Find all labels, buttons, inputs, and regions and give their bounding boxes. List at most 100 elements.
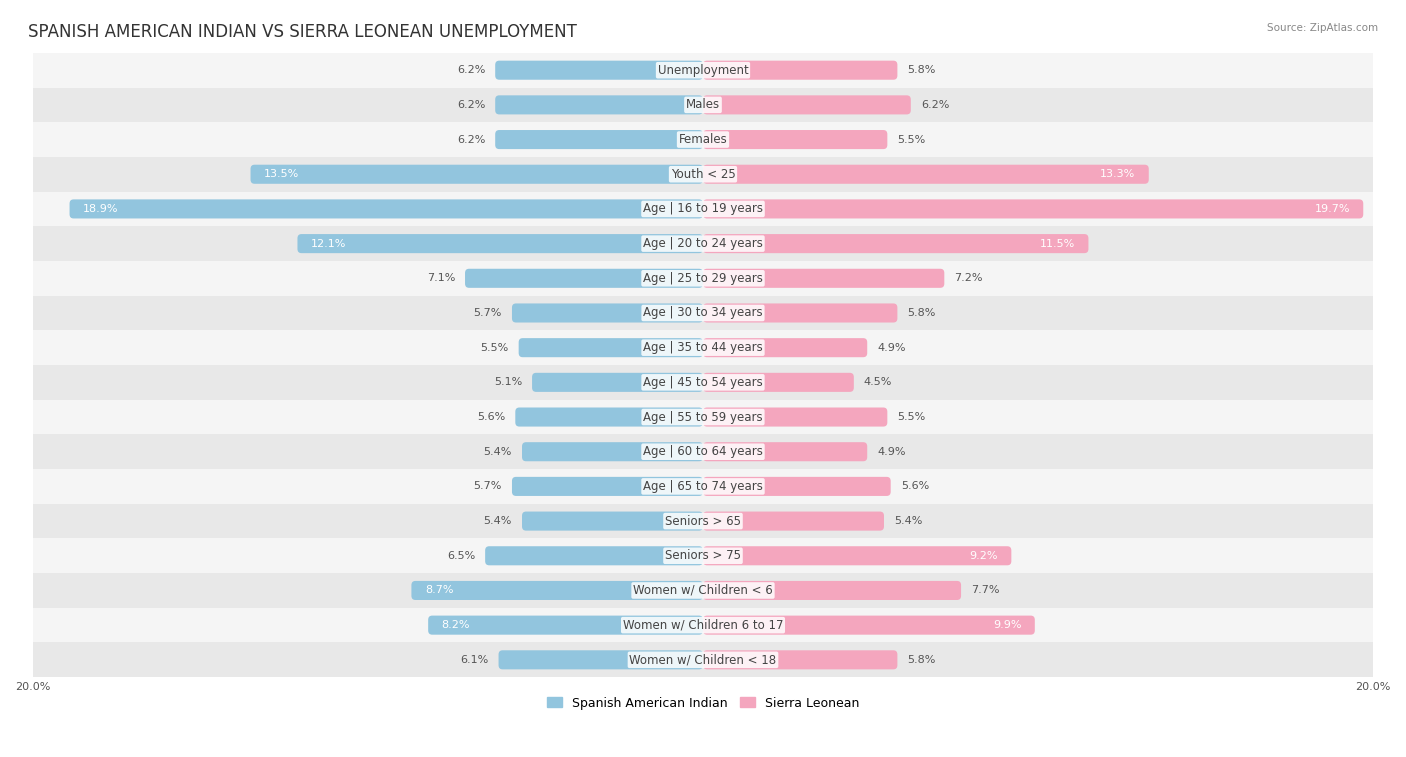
Text: 5.8%: 5.8% xyxy=(907,65,936,75)
Text: 5.7%: 5.7% xyxy=(474,308,502,318)
FancyBboxPatch shape xyxy=(298,234,703,253)
FancyBboxPatch shape xyxy=(250,165,703,184)
FancyBboxPatch shape xyxy=(703,650,897,669)
Bar xyxy=(32,88,1374,122)
Text: 8.7%: 8.7% xyxy=(425,585,453,596)
Bar xyxy=(32,643,1374,678)
FancyBboxPatch shape xyxy=(495,61,703,79)
FancyBboxPatch shape xyxy=(522,442,703,461)
FancyBboxPatch shape xyxy=(703,269,945,288)
Text: Women w/ Children 6 to 17: Women w/ Children 6 to 17 xyxy=(623,618,783,631)
FancyBboxPatch shape xyxy=(465,269,703,288)
Text: 4.5%: 4.5% xyxy=(863,377,893,388)
Text: 6.2%: 6.2% xyxy=(457,100,485,110)
FancyBboxPatch shape xyxy=(703,234,1088,253)
Text: 7.7%: 7.7% xyxy=(972,585,1000,596)
FancyBboxPatch shape xyxy=(703,199,1364,219)
Text: Unemployment: Unemployment xyxy=(658,64,748,76)
Text: Age | 60 to 64 years: Age | 60 to 64 years xyxy=(643,445,763,458)
Text: 6.2%: 6.2% xyxy=(921,100,949,110)
Text: 20.0%: 20.0% xyxy=(15,682,51,693)
Text: 4.9%: 4.9% xyxy=(877,447,905,456)
Bar xyxy=(32,296,1374,330)
FancyBboxPatch shape xyxy=(531,372,703,392)
Text: Source: ZipAtlas.com: Source: ZipAtlas.com xyxy=(1267,23,1378,33)
FancyBboxPatch shape xyxy=(703,477,890,496)
Text: Age | 55 to 59 years: Age | 55 to 59 years xyxy=(643,410,763,423)
Text: Age | 45 to 54 years: Age | 45 to 54 years xyxy=(643,376,763,389)
FancyBboxPatch shape xyxy=(703,61,897,79)
FancyBboxPatch shape xyxy=(412,581,703,600)
FancyBboxPatch shape xyxy=(703,512,884,531)
FancyBboxPatch shape xyxy=(69,199,703,219)
Bar xyxy=(32,538,1374,573)
FancyBboxPatch shape xyxy=(429,615,703,634)
FancyBboxPatch shape xyxy=(495,95,703,114)
FancyBboxPatch shape xyxy=(512,477,703,496)
FancyBboxPatch shape xyxy=(522,512,703,531)
Bar xyxy=(32,157,1374,192)
Text: 12.1%: 12.1% xyxy=(311,238,346,248)
Text: 13.3%: 13.3% xyxy=(1099,170,1136,179)
Bar xyxy=(32,122,1374,157)
FancyBboxPatch shape xyxy=(703,165,1149,184)
Text: 5.8%: 5.8% xyxy=(907,308,936,318)
Text: 5.4%: 5.4% xyxy=(894,516,922,526)
Text: 5.1%: 5.1% xyxy=(494,377,522,388)
FancyBboxPatch shape xyxy=(703,615,1035,634)
Text: Youth < 25: Youth < 25 xyxy=(671,168,735,181)
Text: 8.2%: 8.2% xyxy=(441,620,470,630)
Text: Age | 16 to 19 years: Age | 16 to 19 years xyxy=(643,202,763,216)
FancyBboxPatch shape xyxy=(703,372,853,392)
FancyBboxPatch shape xyxy=(703,338,868,357)
FancyBboxPatch shape xyxy=(485,547,703,565)
Text: 6.2%: 6.2% xyxy=(457,65,485,75)
Bar xyxy=(32,365,1374,400)
Bar xyxy=(32,469,1374,503)
FancyBboxPatch shape xyxy=(512,304,703,322)
Text: Age | 65 to 74 years: Age | 65 to 74 years xyxy=(643,480,763,493)
Bar xyxy=(32,226,1374,261)
FancyBboxPatch shape xyxy=(516,407,703,427)
Text: 11.5%: 11.5% xyxy=(1040,238,1076,248)
Bar xyxy=(32,400,1374,435)
FancyBboxPatch shape xyxy=(703,95,911,114)
Text: 5.6%: 5.6% xyxy=(901,481,929,491)
Text: Seniors > 75: Seniors > 75 xyxy=(665,550,741,562)
Text: 19.7%: 19.7% xyxy=(1315,204,1350,214)
Text: Age | 35 to 44 years: Age | 35 to 44 years xyxy=(643,341,763,354)
Bar xyxy=(32,573,1374,608)
Text: 13.5%: 13.5% xyxy=(264,170,299,179)
Text: 5.8%: 5.8% xyxy=(907,655,936,665)
Text: 9.2%: 9.2% xyxy=(970,551,998,561)
Text: Women w/ Children < 18: Women w/ Children < 18 xyxy=(630,653,776,666)
Text: 18.9%: 18.9% xyxy=(83,204,118,214)
Bar xyxy=(32,435,1374,469)
Bar xyxy=(32,503,1374,538)
FancyBboxPatch shape xyxy=(703,407,887,427)
Text: 6.1%: 6.1% xyxy=(460,655,488,665)
Text: 5.6%: 5.6% xyxy=(477,412,505,422)
FancyBboxPatch shape xyxy=(703,130,887,149)
Bar xyxy=(32,330,1374,365)
Text: Age | 25 to 29 years: Age | 25 to 29 years xyxy=(643,272,763,285)
Legend: Spanish American Indian, Sierra Leonean: Spanish American Indian, Sierra Leonean xyxy=(541,692,865,715)
Text: Women w/ Children < 6: Women w/ Children < 6 xyxy=(633,584,773,597)
FancyBboxPatch shape xyxy=(703,442,868,461)
Text: Seniors > 65: Seniors > 65 xyxy=(665,515,741,528)
Text: 6.2%: 6.2% xyxy=(457,135,485,145)
Text: 4.9%: 4.9% xyxy=(877,343,905,353)
FancyBboxPatch shape xyxy=(519,338,703,357)
Bar xyxy=(32,53,1374,88)
Bar xyxy=(32,261,1374,296)
FancyBboxPatch shape xyxy=(495,130,703,149)
Text: 7.1%: 7.1% xyxy=(426,273,456,283)
FancyBboxPatch shape xyxy=(499,650,703,669)
Text: 7.2%: 7.2% xyxy=(955,273,983,283)
Bar xyxy=(32,192,1374,226)
Text: 5.4%: 5.4% xyxy=(484,516,512,526)
Text: 5.7%: 5.7% xyxy=(474,481,502,491)
Text: Age | 20 to 24 years: Age | 20 to 24 years xyxy=(643,237,763,250)
Text: 5.5%: 5.5% xyxy=(481,343,509,353)
FancyBboxPatch shape xyxy=(703,581,962,600)
